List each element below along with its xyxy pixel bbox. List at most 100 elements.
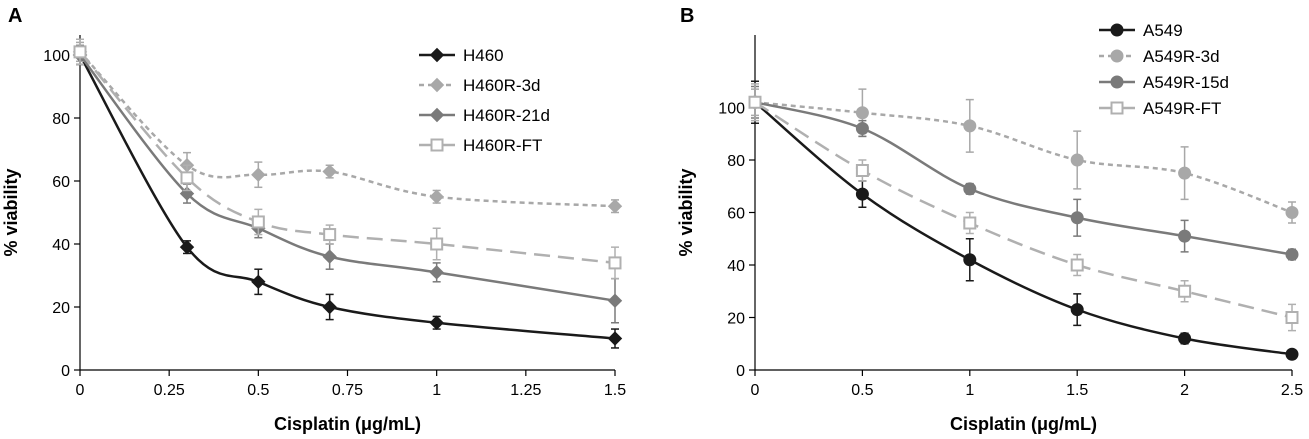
x-tick-label: 1.5 — [604, 382, 626, 399]
data-point — [1070, 153, 1084, 167]
data-point — [1178, 229, 1192, 243]
series-h460r-3d — [72, 41, 623, 214]
data-point — [1070, 303, 1084, 317]
data-point — [748, 95, 762, 109]
legend-label: A549R-3d — [1143, 47, 1220, 66]
data-point — [251, 215, 265, 229]
series-line — [754, 101, 1293, 214]
legend-marker — [1110, 49, 1124, 63]
data-point — [429, 315, 444, 330]
data-point — [1285, 347, 1299, 361]
data-point — [1178, 284, 1192, 298]
series-line — [754, 101, 1293, 356]
data-point — [608, 256, 622, 270]
data-point — [179, 239, 195, 255]
data-point — [1178, 332, 1192, 345]
legend-label: A549R-15d — [1143, 73, 1229, 92]
x-tick-label: 1 — [965, 382, 974, 399]
data-point — [855, 122, 869, 135]
legend-marker — [429, 107, 445, 123]
y-axis-label: % viability — [676, 168, 696, 256]
legend-label: A549 — [1143, 21, 1183, 40]
data-point — [429, 265, 444, 280]
y-tick-label: 80 — [727, 153, 745, 170]
data-point — [607, 198, 623, 214]
panel-a: A 0 20 40 60 80 100 0 0.25 0.5 0.75 1 1.25 1.5 Cisplat… — [1, 5, 626, 434]
legend-item: H460R-FT — [419, 136, 542, 155]
series-line — [754, 101, 1293, 256]
legend-label: H460R-21d — [463, 106, 550, 125]
legend-item: A549 — [1099, 21, 1183, 40]
series-line — [79, 50, 616, 208]
data-point — [855, 164, 869, 177]
data-point — [430, 237, 444, 251]
data-point — [1070, 211, 1084, 225]
panel-label: A — [8, 5, 22, 27]
y-tick-label: 40 — [52, 237, 70, 254]
legend-item: A549R-3d — [1099, 47, 1220, 66]
x-axis-label: Cisplatin (μg/mL) — [950, 414, 1097, 434]
x-tick-label: 0 — [76, 382, 85, 399]
data-point — [607, 293, 623, 308]
y-tick-label: 20 — [52, 300, 70, 317]
legend-label: H460R-3d — [463, 76, 541, 95]
series-line — [754, 101, 1293, 319]
y-axis-label: % viability — [1, 168, 21, 256]
data-point — [180, 171, 194, 185]
series-line — [79, 51, 616, 265]
y-tick-label: 0 — [736, 363, 745, 380]
y-tick-label: 100 — [43, 48, 70, 65]
y-tick-label: 60 — [727, 206, 745, 223]
data-point — [1070, 258, 1084, 272]
y-tick-label: 0 — [61, 363, 70, 380]
series-line — [79, 54, 616, 302]
data-point — [1285, 311, 1299, 324]
legend-item: A549R-FT — [1099, 99, 1221, 118]
data-point — [963, 182, 977, 196]
legend-marker — [1110, 101, 1124, 115]
data-point — [251, 167, 266, 182]
series-h460 — [72, 44, 623, 349]
data-point — [323, 228, 337, 242]
data-point — [322, 164, 337, 179]
data-point — [251, 274, 266, 290]
series-a549 — [748, 80, 1299, 361]
legend-marker — [429, 47, 445, 63]
legend-marker — [1110, 23, 1124, 37]
x-tick-label: 2.5 — [1281, 382, 1303, 399]
data-point — [963, 216, 977, 230]
series-a549r-ft — [748, 83, 1299, 332]
x-tick-label: 0 — [751, 382, 760, 399]
legend-label: H460R-FT — [463, 136, 542, 155]
x-tick-label: 0.25 — [154, 382, 185, 399]
data-point — [1285, 206, 1299, 219]
data-point — [855, 106, 869, 120]
panel-b: B 0 20 40 60 80 100 0 0.5 1 1.5 2 2.5 Cisplatin (μg/m… — [676, 5, 1303, 434]
data-point — [1178, 166, 1192, 180]
data-point — [607, 331, 623, 346]
series-line — [78, 54, 616, 340]
legend-marker — [430, 138, 444, 152]
y-tick-label: 20 — [727, 311, 745, 328]
data-point — [322, 249, 337, 264]
data-point — [322, 299, 337, 315]
data-point — [963, 119, 977, 133]
legend-item: H460 — [419, 46, 504, 65]
legend-item: H460R-21d — [419, 106, 550, 125]
x-tick-label: 1.25 — [510, 382, 541, 399]
legend-marker — [429, 77, 445, 93]
x-tick-label: 0.5 — [851, 382, 873, 399]
data-point — [963, 253, 977, 267]
x-tick-label: 2 — [1180, 382, 1189, 399]
y-tick-label: 60 — [52, 174, 70, 191]
data-point — [429, 189, 444, 204]
legend-marker — [1110, 75, 1124, 89]
y-tick-label: 100 — [718, 101, 745, 118]
x-tick-label: 1 — [432, 382, 441, 399]
legend-label: A549R-FT — [1143, 99, 1221, 118]
y-tick-label: 80 — [52, 111, 70, 128]
y-tick-label: 40 — [727, 258, 745, 275]
series-h460r-ft — [73, 38, 622, 280]
